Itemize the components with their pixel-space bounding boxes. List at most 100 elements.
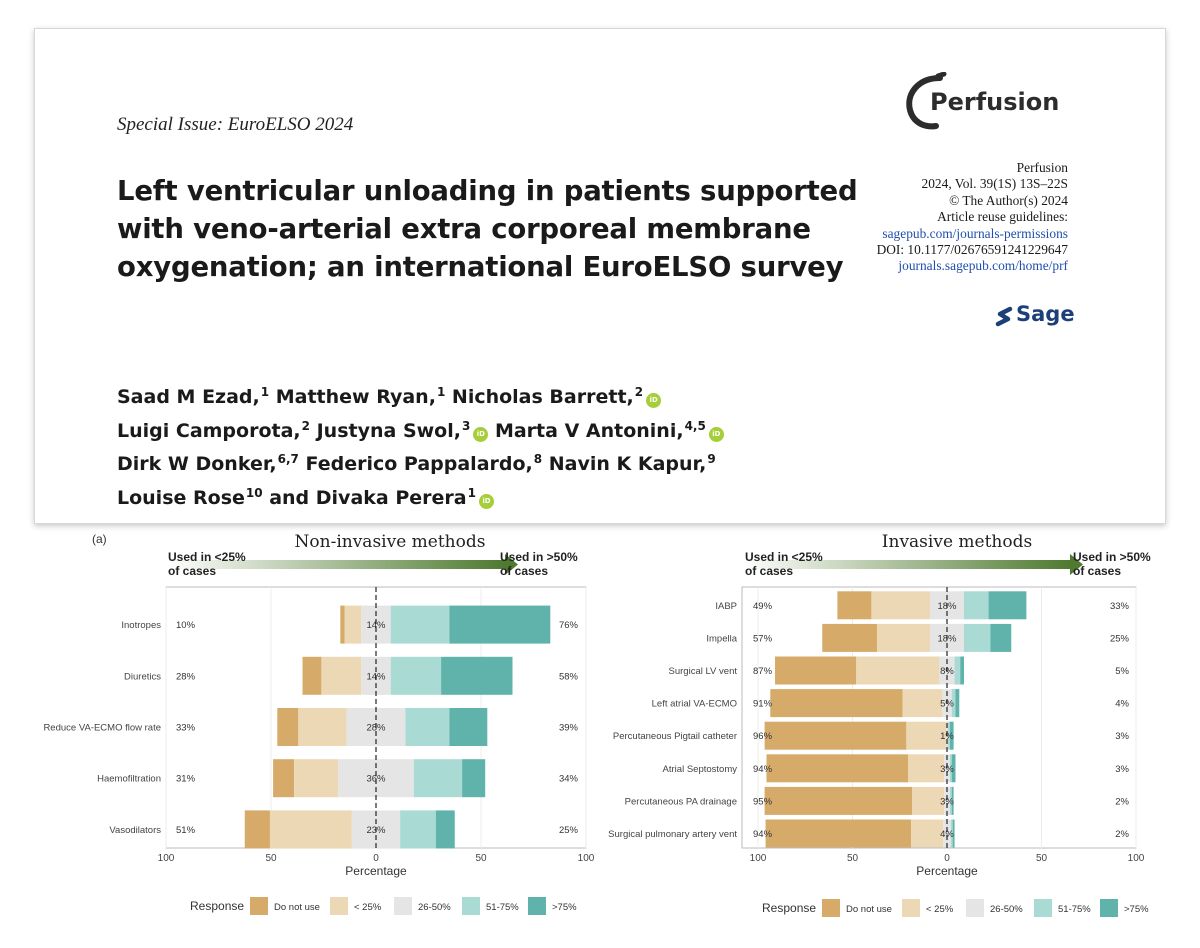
left-percent-label: 94% xyxy=(753,764,773,775)
bar-segment-do-not-use xyxy=(765,819,912,848)
legend-entry: >75% xyxy=(1124,904,1149,915)
legend-entry: >75% xyxy=(552,902,577,913)
category-label: Surgical LV vent xyxy=(669,666,738,677)
category-label: Reduce VA-ECMO flow rate xyxy=(43,723,161,734)
author-name: Louise Rose xyxy=(117,486,245,509)
journal-logo-text: Perfusion xyxy=(930,88,1060,116)
legend-swatch xyxy=(1034,899,1052,917)
orcid-icon[interactable]: iD xyxy=(478,493,494,509)
orcid-icon[interactable]: iD xyxy=(646,393,662,408)
category-label: Vasodilators xyxy=(109,825,161,836)
legend-swatch xyxy=(966,899,984,917)
bar-segment-51-75- xyxy=(949,754,952,783)
bar-segment-51-75- xyxy=(390,605,450,644)
left-usage-label: Used in <25% xyxy=(168,550,246,564)
legend-entry: 26-50% xyxy=(990,904,1023,915)
author-name: and Divaka Perera xyxy=(262,486,467,509)
bar-segment--75- xyxy=(949,721,954,750)
special-issue-label: Special Issue: EuroELSO 2024 xyxy=(117,114,354,135)
right-percent-label: 2% xyxy=(1115,796,1129,807)
author-list: Saad M Ezad,1 Matthew Ryan,1 Nicholas Ba… xyxy=(117,378,917,512)
category-label: Impella xyxy=(706,633,737,644)
legend-entry: 51-75% xyxy=(486,902,519,913)
x-tick-label: 100 xyxy=(750,853,767,864)
direction-arrow-head xyxy=(1070,554,1083,575)
legend-swatch xyxy=(902,899,920,917)
bar-segment-51-75- xyxy=(950,819,953,848)
bar-segment-do-not-use xyxy=(770,689,903,718)
left-percent-label: 31% xyxy=(176,774,196,785)
author-line: Luigi Camporota,2 Justyna Swol,3iD Marta… xyxy=(117,412,917,446)
legend-swatch xyxy=(394,897,412,915)
right-percent-label: 34% xyxy=(559,774,579,785)
author-line: Louise Rose10 and Divaka Perera1iD xyxy=(117,479,917,513)
author-affiliation: 1 xyxy=(260,385,270,399)
legend-swatch xyxy=(1100,899,1118,917)
legend-title: Response xyxy=(190,899,244,913)
right-percent-label: 3% xyxy=(1115,764,1129,775)
bar-segment-51-75- xyxy=(964,591,989,620)
left-percent-label: 95% xyxy=(753,796,773,807)
legend-entry: 51-75% xyxy=(1058,904,1091,915)
center-percent-label: 3% xyxy=(940,764,954,775)
meta-doi[interactable]: DOI: 10.1177/02676591241229647 xyxy=(876,242,1068,258)
author-affiliation: 3 xyxy=(461,418,471,433)
bar-segment-do-not-use xyxy=(764,721,907,750)
left-usage-label: of cases xyxy=(168,564,216,578)
bar-segment--25- xyxy=(908,754,945,783)
chart-title: Invasive methods xyxy=(882,532,1032,552)
bar-segment--25- xyxy=(912,786,945,815)
author-name: Luigi Camporota, xyxy=(117,419,301,442)
bar-segment-51-75- xyxy=(949,786,952,815)
bar-segment--75- xyxy=(462,759,486,798)
bar-segment-do-not-use xyxy=(766,754,909,783)
left-percent-label: 28% xyxy=(176,671,196,682)
right-percent-label: 4% xyxy=(1115,699,1129,710)
meta-copyright: © The Author(s) 2024 xyxy=(949,192,1068,208)
right-usage-label: of cases xyxy=(500,564,548,578)
x-tick-label: 100 xyxy=(578,853,595,864)
orcid-icon[interactable]: iD xyxy=(473,426,489,442)
bar-segment-do-not-use xyxy=(764,786,913,815)
bar-segment--25- xyxy=(298,708,347,746)
bar-segment--75- xyxy=(960,656,965,685)
category-label: Diuretics xyxy=(124,671,161,682)
legend-entry: Do not use xyxy=(846,904,892,915)
left-percent-label: 94% xyxy=(753,829,773,840)
author-affiliation: 8 xyxy=(533,452,543,466)
author-affiliation: 9 xyxy=(707,452,716,466)
category-label: Percutaneous PA drainage xyxy=(625,796,737,807)
permissions-link[interactable]: sagepub.com/journals-permissions xyxy=(882,225,1068,241)
paper-title: Left ventricular unloading in patients s… xyxy=(117,172,858,286)
left-percent-label: 33% xyxy=(176,723,196,734)
author-affiliation: 6,7 xyxy=(277,452,299,466)
legend-swatch xyxy=(250,897,268,915)
left-percent-label: 96% xyxy=(753,731,773,742)
bar-segment--75- xyxy=(955,689,960,718)
journal-home-link[interactable]: journals.sagepub.com/home/prf xyxy=(898,258,1068,274)
orcid-icon[interactable]: iD xyxy=(708,426,724,442)
author-affiliation: 2 xyxy=(634,385,644,399)
category-label: Surgical pulmonary artery vent xyxy=(608,829,737,840)
author-name: Justyna Swol, xyxy=(310,419,461,442)
paper-title-line: Left ventricular unloading in patients s… xyxy=(117,175,858,207)
bar-segment--75- xyxy=(441,656,513,695)
x-tick-label: 50 xyxy=(847,853,859,864)
right-percent-label: 2% xyxy=(1115,829,1129,840)
category-label: Atrial Septostomy xyxy=(663,764,738,775)
bar-segment-do-not-use xyxy=(302,656,322,695)
chart-title: Non-invasive methods xyxy=(295,532,486,552)
bar-segment-do-not-use xyxy=(837,591,872,620)
bar-segment--25- xyxy=(294,759,339,798)
meta-reuse: Article reuse guidelines: xyxy=(937,209,1068,225)
right-percent-label: 39% xyxy=(559,723,579,734)
right-usage-label: Used in >50% xyxy=(1073,550,1151,564)
bar-segment--25- xyxy=(902,689,943,718)
bar-segment--75- xyxy=(449,708,488,746)
right-percent-label: 25% xyxy=(1110,633,1130,644)
legend-entry: 26-50% xyxy=(418,902,451,913)
author-affiliation: 2 xyxy=(301,418,310,433)
bar-segment-51-75- xyxy=(400,810,436,849)
right-percent-label: 3% xyxy=(1115,731,1129,742)
category-label: Percutaneous Pigtail catheter xyxy=(613,731,737,742)
